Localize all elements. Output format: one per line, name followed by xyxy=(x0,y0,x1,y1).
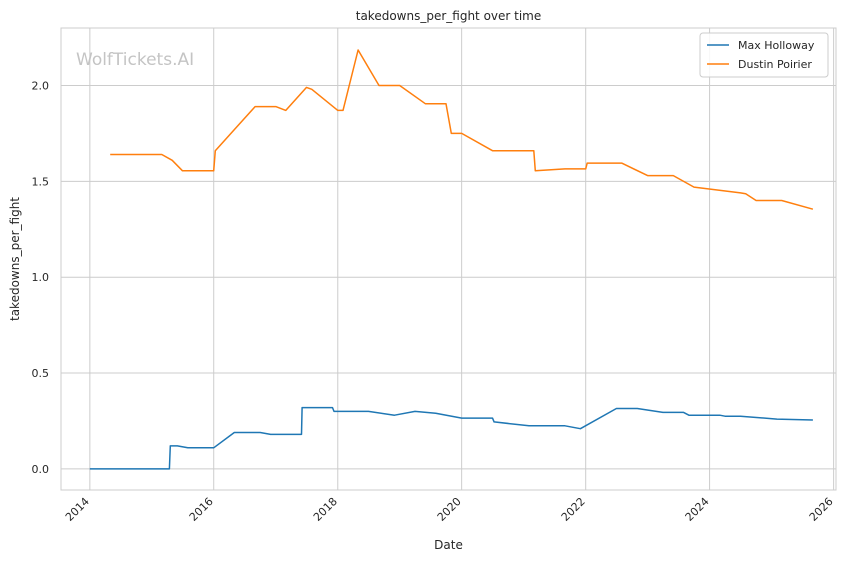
x-tick-label: 2018 xyxy=(311,495,340,524)
y-tick-label: 1.5 xyxy=(32,175,50,188)
y-tick-label: 0.0 xyxy=(32,463,50,476)
legend-label: Dustin Poirier xyxy=(738,58,812,71)
x-tick-label: 2024 xyxy=(683,495,712,524)
legend-label: Max Holloway xyxy=(738,39,815,52)
y-tick-label: 2.0 xyxy=(32,80,50,93)
chart-title: takedowns_per_fight over time xyxy=(356,9,542,23)
x-tick-label: 2020 xyxy=(435,495,464,524)
x-tick-label: 2022 xyxy=(559,495,588,524)
plot-area xyxy=(60,27,837,491)
watermark-text: WolfTickets.AI xyxy=(76,50,194,70)
x-tick-label: 2014 xyxy=(63,495,92,524)
y-tick-label: 0.5 xyxy=(32,367,50,380)
x-axis-label: Date xyxy=(434,538,463,552)
series-line xyxy=(89,406,813,470)
grid xyxy=(61,28,836,490)
x-tick-label: 2026 xyxy=(807,495,836,524)
series-lines xyxy=(89,49,814,470)
legend: Max Holloway Dustin Poirier xyxy=(699,32,829,78)
series-line xyxy=(110,49,814,210)
y-axis-label: takedowns_per_fight xyxy=(8,197,22,321)
legend-box xyxy=(699,32,829,78)
x-tick-label: 2016 xyxy=(187,495,216,524)
y-tick-label: 1.0 xyxy=(32,271,50,284)
